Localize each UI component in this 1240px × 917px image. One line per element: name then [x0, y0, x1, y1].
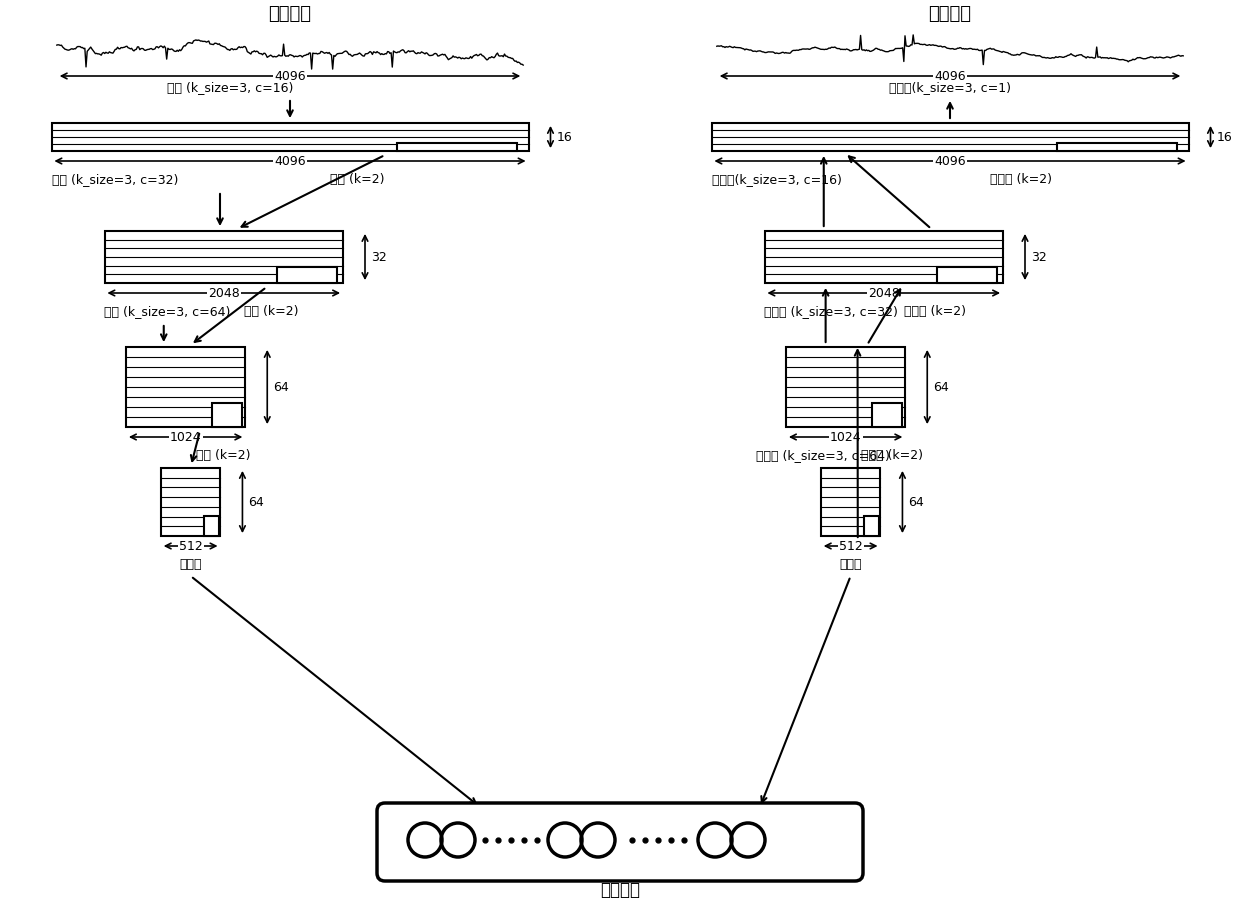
Text: 16: 16 — [557, 130, 572, 143]
Text: 上采样 (k=2): 上采样 (k=2) — [990, 173, 1052, 186]
Text: 上采样 (k=2): 上采样 (k=2) — [861, 449, 923, 462]
Bar — [821, 468, 880, 536]
Bar — [712, 123, 1188, 151]
Text: 池化 (k=2): 池化 (k=2) — [244, 305, 299, 318]
Text: 池化 (k=2): 池化 (k=2) — [196, 449, 250, 462]
Text: 64: 64 — [273, 381, 289, 393]
Bar — [52, 123, 528, 151]
Text: 4096: 4096 — [934, 154, 966, 168]
Text: 全连接: 全连接 — [180, 558, 202, 571]
Bar — [126, 347, 246, 427]
Bar — [205, 515, 219, 536]
Text: 重建信号: 重建信号 — [929, 5, 971, 23]
Text: 卷积 (k_size=3, c=32): 卷积 (k_size=3, c=32) — [52, 173, 177, 186]
Text: 解卷积(k_size=3, c=16): 解卷积(k_size=3, c=16) — [712, 173, 842, 186]
Bar — [161, 468, 221, 536]
Text: 全连接: 全连接 — [839, 558, 862, 571]
Bar — [1058, 143, 1177, 151]
Text: 池化 (k=2): 池化 (k=2) — [330, 173, 384, 186]
Text: 1024: 1024 — [170, 430, 201, 444]
Bar — [786, 347, 905, 427]
Text: 原始信号: 原始信号 — [269, 5, 311, 23]
Text: 4096: 4096 — [274, 70, 306, 83]
Text: 32: 32 — [371, 250, 387, 263]
Text: 解卷积(k_size=3, c=1): 解卷积(k_size=3, c=1) — [889, 81, 1011, 94]
Bar — [765, 231, 1003, 283]
Text: 特征描述: 特征描述 — [600, 881, 640, 899]
Text: 2048: 2048 — [868, 286, 900, 300]
Text: 512: 512 — [838, 539, 863, 553]
Text: 64: 64 — [934, 381, 949, 393]
Text: 64: 64 — [248, 495, 264, 509]
Text: 4096: 4096 — [274, 154, 306, 168]
Bar — [937, 268, 997, 283]
Bar — [104, 231, 343, 283]
Text: 2048: 2048 — [208, 286, 239, 300]
Bar — [278, 268, 337, 283]
Text: 卷积 (k_size=3, c=16): 卷积 (k_size=3, c=16) — [167, 81, 293, 94]
Text: 512: 512 — [179, 539, 202, 553]
Text: 卷积 (k_size=3, c=64): 卷积 (k_size=3, c=64) — [104, 305, 231, 318]
Bar — [873, 403, 903, 427]
Text: 4096: 4096 — [934, 70, 966, 83]
Text: 上采样 (k=2): 上采样 (k=2) — [904, 305, 966, 318]
Text: 解卷积 (k_size=3, c=64): 解卷积 (k_size=3, c=64) — [756, 449, 890, 462]
Text: 64: 64 — [909, 495, 924, 509]
FancyBboxPatch shape — [377, 803, 863, 881]
Text: 32: 32 — [1030, 250, 1047, 263]
Bar — [212, 403, 242, 427]
Text: 解卷积 (k_size=3, c=32): 解卷积 (k_size=3, c=32) — [765, 305, 898, 318]
Bar — [397, 143, 517, 151]
Bar — [864, 515, 879, 536]
Text: 1024: 1024 — [830, 430, 862, 444]
Text: 16: 16 — [1216, 130, 1233, 143]
